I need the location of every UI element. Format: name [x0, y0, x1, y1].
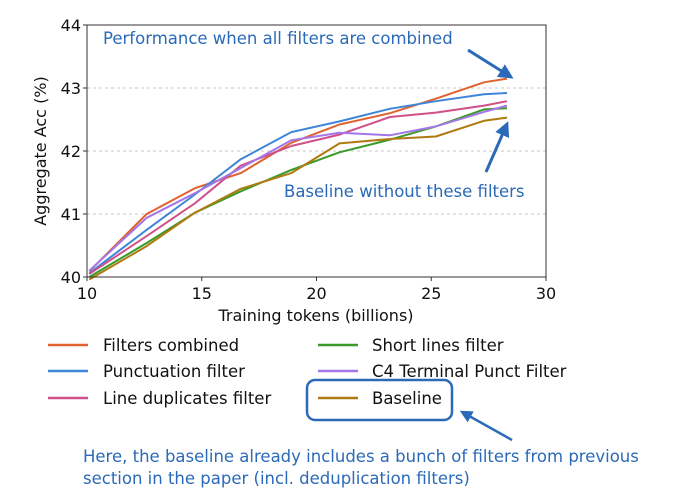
x-tick-label: 10 — [77, 284, 97, 303]
legend-label: Baseline — [372, 389, 442, 408]
x-axis-label: Training tokens (billions) — [217, 306, 413, 325]
x-tick-label: 15 — [192, 284, 212, 303]
series-line-line-duplicates-filter — [88, 100, 508, 275]
x-axis-ticks: 10 15 20 25 30 — [77, 277, 556, 303]
x-tick-label: 20 — [306, 284, 326, 303]
legend-item: C4 Terminal Punct Filter — [318, 362, 567, 381]
x-tick-label: 30 — [536, 284, 556, 303]
series-line-filters-combined — [88, 77, 508, 273]
y-tick-label: 43 — [61, 79, 81, 98]
baseline-highlight-box — [305, 378, 454, 422]
legend-label: Line duplicates filter — [103, 389, 271, 408]
series-line-short-lines-filter — [88, 107, 508, 278]
arrow-bottom — [459, 410, 513, 442]
annotation-bottom-line1: Here, the baseline already includes a bu… — [83, 447, 639, 466]
legend-item: Filters combined — [48, 336, 239, 355]
annotation-bottom-line2: section in the paper (incl. deduplicatio… — [83, 469, 470, 488]
legend-label: C4 Terminal Punct Filter — [372, 362, 567, 381]
y-tick-label: 41 — [61, 205, 81, 224]
annotation-middle: Baseline without these filters — [284, 182, 525, 201]
y-tick-label: 44 — [61, 16, 81, 35]
series-line-punctuation-filter — [88, 92, 508, 274]
legend-label: Punctuation filter — [103, 362, 245, 381]
legend-item: Short lines filter — [318, 336, 504, 355]
arrow-middle — [484, 121, 510, 173]
y-tick-label: 42 — [61, 142, 81, 161]
legend-item: Punctuation filter — [48, 362, 245, 381]
series-line-c4-terminal-punct-filter — [88, 104, 508, 272]
y-axis-ticks: 40 41 42 43 44 — [61, 16, 87, 287]
x-tick-label: 25 — [421, 284, 441, 303]
y-tick-label: 40 — [61, 268, 81, 287]
legend-item: Line duplicates filter — [48, 389, 271, 408]
series-line-baseline — [88, 116, 508, 281]
legend-label: Short lines filter — [372, 336, 504, 355]
arrow-top — [467, 48, 514, 79]
annotation-top: Performance when all filters are combine… — [103, 29, 453, 48]
y-axis-label: Aggregate Acc (%) — [31, 76, 50, 226]
gridlines — [87, 87, 546, 215]
series-lines — [88, 77, 508, 281]
legend: Filters combined Punctuation filter Line d… — [48, 336, 567, 408]
legend-item: Baseline — [318, 389, 442, 408]
legend-label: Filters combined — [103, 336, 239, 355]
